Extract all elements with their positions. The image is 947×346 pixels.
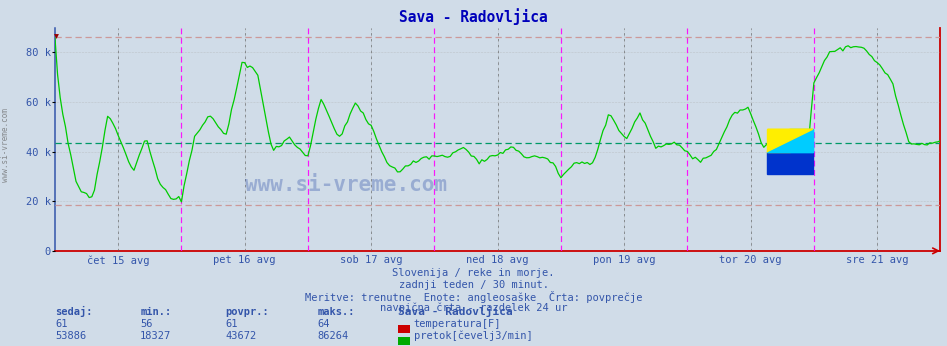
Text: 43672: 43672 [225,331,257,341]
Text: 18327: 18327 [140,331,171,341]
Text: maks.:: maks.: [317,307,355,317]
Text: 86264: 86264 [317,331,348,341]
Bar [790,129,813,152]
Bar [767,152,813,174]
Bar [767,129,790,152]
Text: povpr.:: povpr.: [225,307,269,317]
Text: Sava - Radovljica: Sava - Radovljica [398,306,512,317]
Text: 61: 61 [55,319,67,329]
Text: navpična črta - razdelek 24 ur: navpična črta - razdelek 24 ur [380,303,567,313]
Text: 61: 61 [225,319,238,329]
Text: zadnji teden / 30 minut.: zadnji teden / 30 minut. [399,280,548,290]
Text: sedaj:: sedaj: [55,306,93,317]
Text: 64: 64 [317,319,330,329]
Text: Slovenija / reke in morje.: Slovenija / reke in morje. [392,268,555,278]
Text: Sava - Radovljica: Sava - Radovljica [399,8,548,25]
Polygon shape [767,129,813,152]
Text: Meritve: trenutne  Enote: angleosaške  Črta: povprečje: Meritve: trenutne Enote: angleosaške Črt… [305,291,642,303]
Text: pretok[čevelj3/min]: pretok[čevelj3/min] [414,330,532,341]
Text: min.:: min.: [140,307,171,317]
Text: 53886: 53886 [55,331,86,341]
Text: 56: 56 [140,319,152,329]
Text: temperatura[F]: temperatura[F] [414,319,501,329]
Polygon shape [767,129,813,152]
Text: www.si-vreme.com: www.si-vreme.com [1,108,10,182]
Text: www.si-vreme.com: www.si-vreme.com [244,175,447,195]
